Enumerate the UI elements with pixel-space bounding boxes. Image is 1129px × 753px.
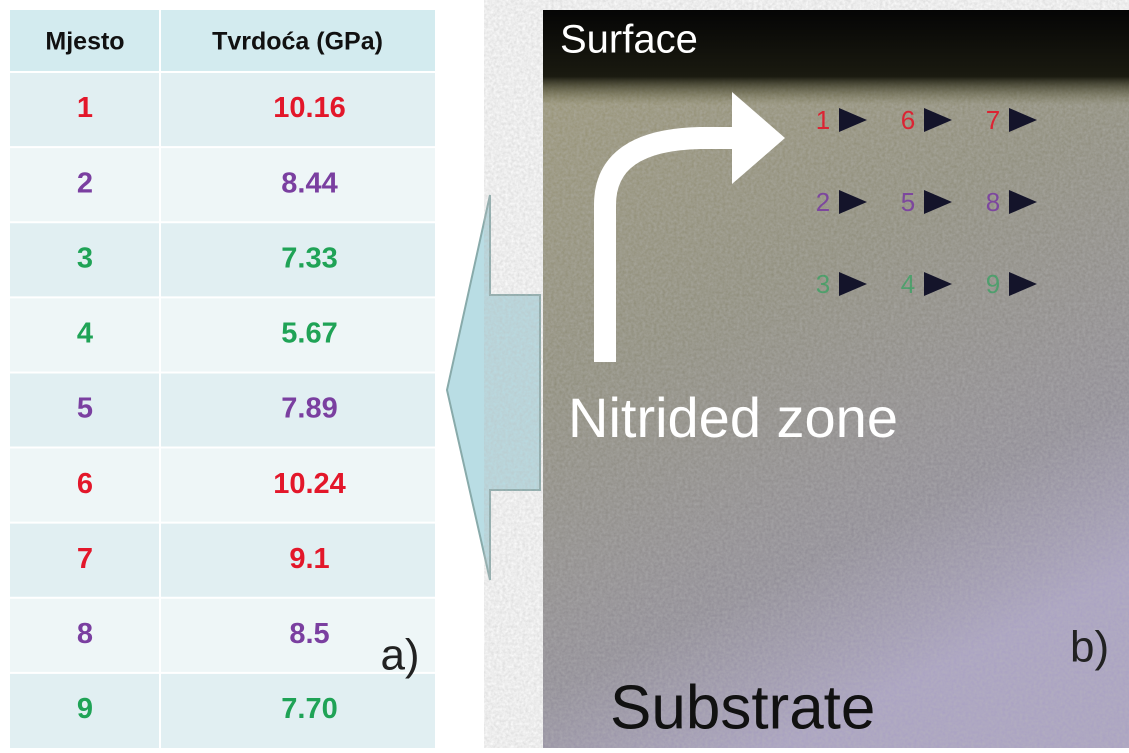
pointer-arrow <box>445 194 541 581</box>
surface-label: Surface <box>560 18 698 62</box>
indent-label: 8 <box>986 187 1000 217</box>
indent-mark <box>1009 272 1037 296</box>
hardness-cell: 8.44 <box>281 167 337 199</box>
hardness-cell: 7.89 <box>281 393 337 425</box>
indent-label: 3 <box>816 269 830 299</box>
panel-label: b) <box>1070 623 1109 672</box>
table-row-bg <box>10 372 435 448</box>
indents: 1 6 7 2 5 8 3 4 9 <box>816 105 1037 299</box>
hardness-table: Mjesto Tvrdoća (GPa) 1 10.16 2 8.44 3 7.33 4 5.67… <box>10 10 435 748</box>
indent-mark <box>839 108 867 132</box>
table-header: Mjesto <box>45 28 124 56</box>
indent-mark <box>839 272 867 296</box>
indent-mark <box>924 108 952 132</box>
micrograph: Surface Nitrided zone Substrate b) 1 6 7 2 5… <box>543 10 1129 748</box>
table-row-bg <box>10 447 435 523</box>
table-row-bg <box>10 222 435 298</box>
table-row-bg <box>10 72 435 148</box>
hardness-cell: 7.33 <box>281 242 337 274</box>
curved-arrow <box>594 127 735 362</box>
hardness-cell: 8.5 <box>289 618 329 650</box>
indent-label: 6 <box>901 105 915 135</box>
indent-label: 2 <box>816 187 830 217</box>
indent-mark <box>1009 108 1037 132</box>
hardness-cell: 5.67 <box>281 318 337 350</box>
indent-label: 7 <box>986 105 1000 135</box>
hardness-cell: 10.24 <box>273 468 346 500</box>
surface-band <box>543 10 1129 105</box>
table-header-bg <box>10 10 435 72</box>
table-row-bg <box>10 672 435 748</box>
substrate-label: Substrate <box>610 673 875 742</box>
place-cell: 8 <box>77 618 93 650</box>
zone-label: Nitrided zone <box>568 386 898 449</box>
indent-label: 4 <box>901 269 915 299</box>
table-row-bg <box>10 297 435 373</box>
place-cell: 5 <box>77 393 93 425</box>
micrograph-texture <box>543 10 1129 748</box>
indent-label: 1 <box>816 105 830 135</box>
hardness-cell: 9.1 <box>289 543 329 575</box>
indent-mark <box>839 190 867 214</box>
place-cell: 3 <box>77 242 93 274</box>
place-cell: 1 <box>77 92 93 124</box>
hardness-cell: 7.70 <box>281 693 337 725</box>
indent-label: 5 <box>901 187 915 217</box>
place-cell: 2 <box>77 167 93 199</box>
place-cell: 4 <box>77 318 93 350</box>
place-cell: 9 <box>77 693 93 725</box>
hardness-cell: 10.16 <box>273 92 346 124</box>
table-row-bg <box>10 147 435 223</box>
panel-label: a) <box>380 631 419 680</box>
indent-label: 9 <box>986 269 1000 299</box>
curved-arrow-head <box>732 92 785 184</box>
place-cell: 7 <box>77 543 93 575</box>
indent-mark <box>924 272 952 296</box>
table-row-bg <box>10 597 435 673</box>
table-row-bg <box>10 522 435 598</box>
indent-mark <box>1009 190 1037 214</box>
indent-mark <box>924 190 952 214</box>
table-header: Tvrdoća (GPa) <box>212 28 383 56</box>
place-cell: 6 <box>77 468 93 500</box>
